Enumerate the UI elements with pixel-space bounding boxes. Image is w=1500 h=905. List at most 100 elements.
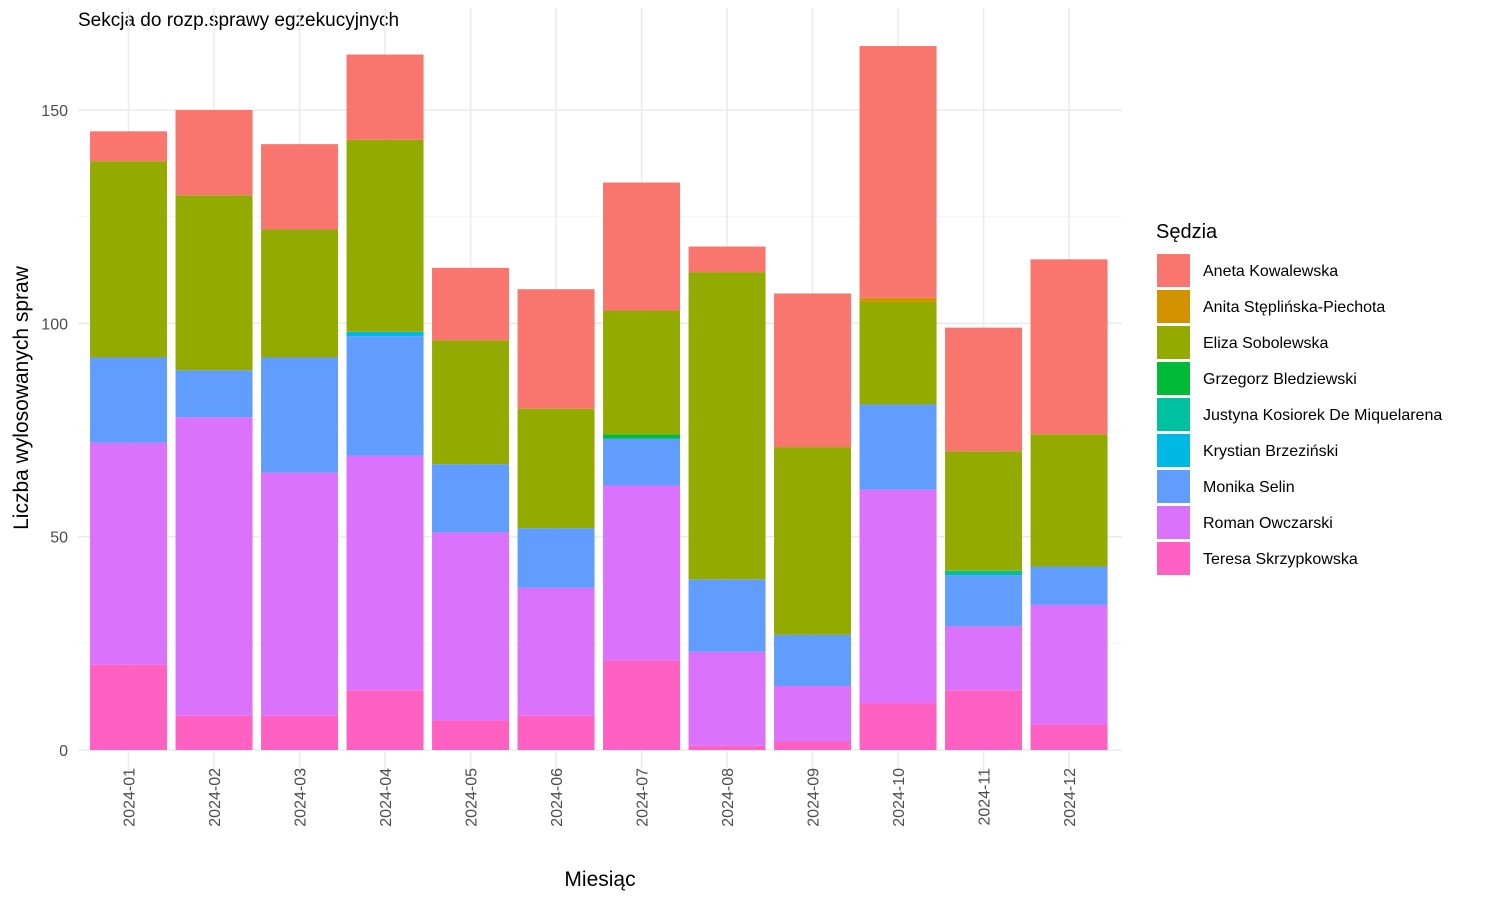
bar-stack-2024-05 [432,267,510,750]
bar-segment [261,715,339,750]
bar-segment [432,532,510,721]
bar-segment [945,690,1023,750]
bar-segment [175,715,253,750]
bar-segment [432,464,510,533]
legend-item: Eliza Sobolewska [1157,326,1329,359]
x-tick-label: 2024-11 [977,768,994,826]
bar-segment [175,417,253,716]
x-tick-label: 2024-12 [1062,768,1079,827]
bar-segment [1030,434,1108,567]
bar-stack-2024-09 [774,293,852,750]
legend-item: Monika Selin [1157,470,1295,503]
bar-segment [688,246,766,273]
bar-segment [261,144,339,230]
legend-label: Justyna Kosiorek De Miquelarena [1203,407,1442,424]
bar-segment [688,579,766,652]
x-tick-label: 2024-07 [635,768,652,827]
bar-segment [859,703,937,750]
chart-title: Sekcja do rozp.sprawy egzekucyjnych [78,10,399,31]
bar-stack-2024-06 [517,289,595,750]
legend-label: Grzegorz Bledziewski [1203,371,1357,388]
bar-segment [774,634,852,686]
bar-segment [90,131,168,162]
legend-swatch [1157,326,1190,359]
bars [90,46,1108,750]
bar-segment [945,575,1023,627]
bar-segment [90,161,168,358]
legend-item: Justyna Kosiorek De Miquelarena [1157,398,1442,431]
bar-segment [346,690,424,750]
bar-segment [603,310,681,435]
bar-segment [859,404,937,490]
x-tick-label: 2024-05 [464,768,481,827]
bar-segment [517,587,595,716]
legend-label: Krystian Brzeziński [1203,443,1338,460]
bar-segment [688,651,766,746]
legend-item: Teresa Skrzypkowska [1157,542,1358,575]
bar-stack-2024-07 [603,182,681,750]
y-axis-title: Liczba wylosowanych spraw [10,265,33,530]
y-tick-label: 50 [50,530,68,547]
bar-segment [859,46,937,298]
bar-segment [517,528,595,588]
bar-segment [346,336,424,456]
legend-label: Roman Owczarski [1203,515,1333,532]
bar-segment [1030,566,1108,605]
bar-segment [774,293,852,448]
bar-stack-2024-02 [175,110,253,750]
bar-segment [688,745,766,750]
bar-segment [261,357,339,473]
y-tick-label: 150 [41,103,68,120]
legend-swatch [1157,362,1190,395]
bar-stack-2024-11 [945,327,1023,750]
bar-segment [90,357,168,443]
legend-swatch [1157,470,1190,503]
bar-segment [346,331,424,337]
bar-segment [346,54,424,140]
bar-segment [859,297,937,302]
bar-segment [603,434,681,439]
y-axis: 0 50 100 150 [41,103,68,760]
x-tick-label: 2024-08 [720,768,737,827]
bar-segment [261,229,339,358]
y-tick-label: 100 [41,316,68,333]
bar-segment [432,340,510,465]
bar-segment [603,660,681,750]
bar-stack-2024-03 [261,144,339,750]
legend-item: Grzegorz Bledziewski [1157,362,1357,395]
x-tick-label: 2024-01 [122,768,139,827]
bar-segment [1030,259,1108,435]
x-tick-label: 2024-02 [207,768,224,827]
bar-segment [603,182,681,311]
bar-stack-2024-10 [859,46,937,750]
bar-segment [859,489,937,704]
legend-swatch [1157,254,1190,287]
legend-swatch [1157,290,1190,323]
bar-stack-2024-08 [688,246,766,750]
legend-swatch [1157,434,1190,467]
legend-swatch [1157,398,1190,431]
bar-segment [517,715,595,750]
bar-segment [859,302,937,405]
bar-segment [517,408,595,529]
x-tick-label: 2024-09 [806,768,823,827]
legend-label: Anita Stęplińska-Piechota [1203,299,1385,316]
bar-segment [175,110,253,196]
bar-segment [774,686,852,742]
bar-segment [945,451,1023,571]
x-tick-label: 2024-03 [293,768,310,827]
bar-stack-2024-01 [90,131,168,750]
legend: Sędzia Aneta Kowalewska Anita Stęplińska-… [1156,221,1442,575]
legend-swatch [1157,506,1190,539]
bar-segment [346,139,424,332]
bar-segment [603,438,681,486]
legend-item: Aneta Kowalewska [1157,254,1338,287]
legend-item: Krystian Brzeziński [1157,434,1338,467]
legend-swatch [1157,542,1190,575]
legend-title: Sędzia [1156,221,1218,243]
legend-label: Monika Selin [1203,479,1295,496]
bar-segment [945,327,1023,452]
bar-segment [945,626,1023,691]
legend-item: Anita Stęplińska-Piechota [1157,290,1385,323]
